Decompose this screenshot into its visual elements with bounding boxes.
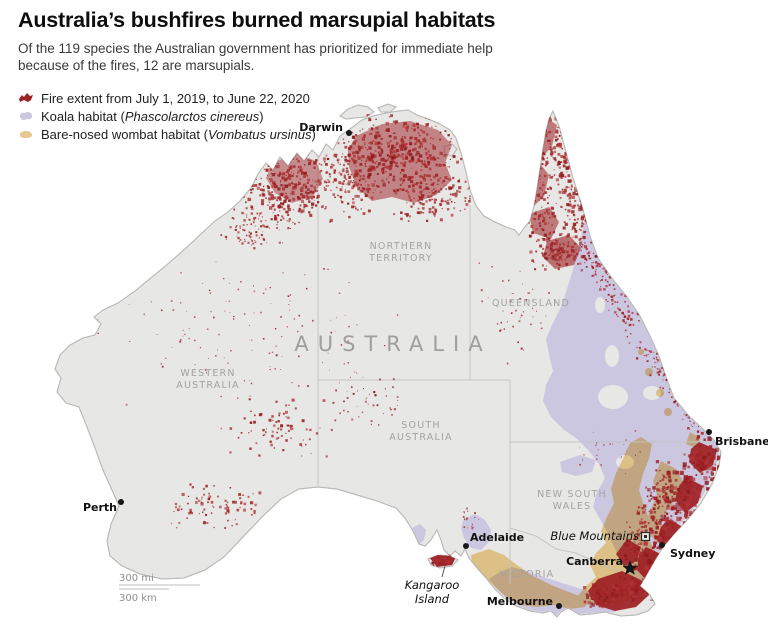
label-kangaroo-island: Kangaroo [405, 578, 460, 592]
label-perth: Perth [83, 501, 117, 514]
city-labels: Darwin Perth Adelaide Brisbane Sydney Ca… [83, 121, 768, 608]
label-queensland: QUEENSLAND [492, 298, 570, 309]
svg-text:AUSTRALIA: AUSTRALIA [389, 432, 452, 443]
scale-miles-label: 300 mi [119, 573, 154, 584]
map-legend: Fire extent from July 1, 2019, to June 2… [18, 89, 316, 143]
legend-label: Koala habitat (Phascolarctos cinereus) [41, 108, 264, 124]
header: Australia’s bushfires burned marsupial h… [18, 8, 495, 74]
scale-bar: 300 mi 300 km [119, 573, 200, 604]
label-western-australia: WESTERN [180, 368, 235, 379]
subtitle: Of the 119 species the Australian govern… [18, 40, 495, 74]
darwin-dot [346, 130, 352, 136]
label-canberra: Canberra [566, 555, 623, 568]
label-adelaide: Adelaide [470, 531, 524, 544]
kangaroo-island-callout-line [441, 565, 446, 578]
page-title: Australia’s bushfires burned marsupial h… [18, 8, 496, 32]
svg-text:Island: Island [415, 592, 450, 606]
canberra-star-icon [622, 560, 638, 575]
perth-dot [118, 499, 124, 505]
label-blue-mountains: Blue Mountains [550, 529, 639, 543]
label-brisbane: Brisbane [715, 435, 768, 448]
label-darwin: Darwin [299, 121, 343, 134]
legend-label: Bare-nosed wombat habitat (Vombatus ursi… [41, 126, 316, 142]
label-victoria: VICTORIA [500, 569, 555, 580]
legend-item-wombat: Bare-nosed wombat habitat (Vombatus ursi… [18, 125, 316, 143]
label-australia: AUSTRALIA [294, 332, 491, 356]
svg-text:TERRITORY: TERRITORY [368, 253, 433, 264]
melbourne-dot [556, 603, 562, 609]
svg-text:AUSTRALIA: AUSTRALIA [176, 380, 239, 391]
state-labels: NORTHERN TERRITORY WESTERN AUSTRALIA QUE… [176, 241, 607, 580]
svg-text:WALES: WALES [553, 501, 592, 512]
legend-item-koala: Koala habitat (Phascolarctos cinereus) [18, 107, 316, 125]
label-sydney: Sydney [670, 547, 715, 560]
brisbane-dot [706, 429, 712, 435]
subtitle-line-2: because of the fires, 12 are marsupials. [18, 58, 255, 73]
label-melbourne: Melbourne [487, 595, 553, 608]
label-new-south-wales: NEW SOUTH [537, 489, 607, 500]
label-northern-territory: NORTHERN [370, 241, 433, 252]
sydney-dot [659, 542, 665, 548]
legend-item-fire: Fire extent from July 1, 2019, to June 2… [18, 89, 316, 107]
legend-label: Fire extent from July 1, 2019, to June 2… [41, 90, 310, 106]
fire-swatch-icon [18, 92, 34, 104]
wombat-swatch-icon [18, 128, 34, 140]
label-south-australia: SOUTH [401, 420, 440, 431]
scale-km-label: 300 km [119, 593, 157, 604]
blue-mountains-marker-icon [640, 531, 651, 542]
subtitle-line-1: Of the 119 species the Australian govern… [18, 41, 493, 56]
city-markers [118, 130, 712, 609]
koala-swatch-icon [18, 110, 34, 122]
adelaide-dot [463, 543, 469, 549]
koala-habitat-holes [587, 297, 661, 482]
fire-speckles [97, 107, 721, 609]
